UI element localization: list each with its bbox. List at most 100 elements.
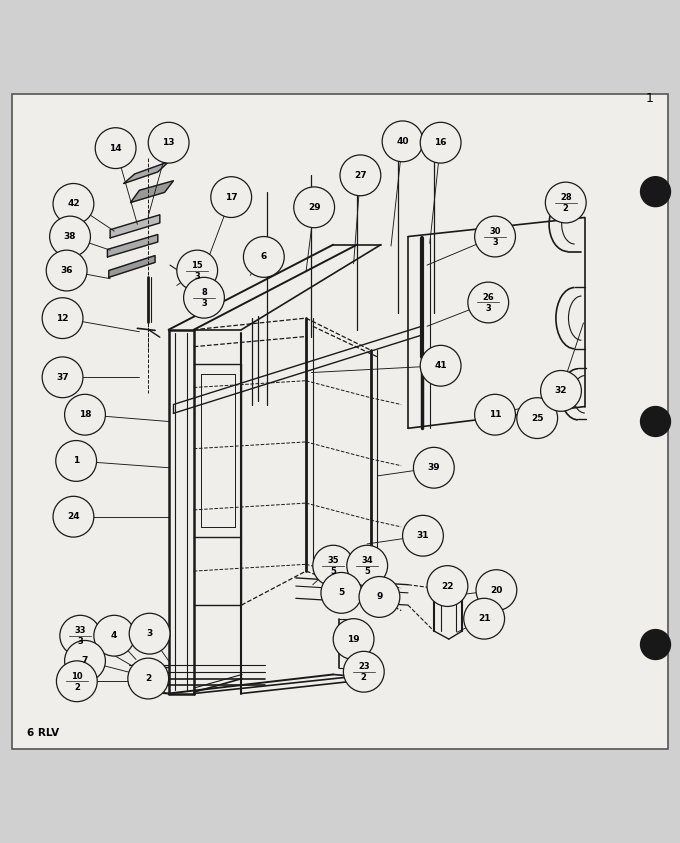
Circle shape <box>545 182 586 223</box>
Circle shape <box>294 187 335 228</box>
Circle shape <box>427 566 468 606</box>
Circle shape <box>65 395 105 435</box>
Text: 37: 37 <box>56 373 69 382</box>
Polygon shape <box>124 162 169 184</box>
Circle shape <box>382 121 423 162</box>
Text: 3: 3 <box>194 272 200 282</box>
Polygon shape <box>131 180 173 202</box>
Circle shape <box>475 395 515 435</box>
Circle shape <box>184 277 224 318</box>
Text: 23: 23 <box>358 663 370 672</box>
Text: 5: 5 <box>338 588 345 598</box>
Circle shape <box>46 250 87 291</box>
Circle shape <box>340 155 381 196</box>
Circle shape <box>343 652 384 692</box>
Text: 9: 9 <box>376 593 383 601</box>
Polygon shape <box>109 255 155 277</box>
Circle shape <box>129 613 170 654</box>
Circle shape <box>177 250 218 291</box>
Text: 32: 32 <box>555 386 567 395</box>
Text: 1: 1 <box>645 92 653 105</box>
Text: 7: 7 <box>82 657 88 665</box>
Circle shape <box>42 357 83 398</box>
Text: 13: 13 <box>163 138 175 148</box>
Circle shape <box>94 615 135 656</box>
Circle shape <box>50 216 90 257</box>
Circle shape <box>128 658 169 699</box>
Text: 20: 20 <box>490 586 503 594</box>
Circle shape <box>641 406 670 437</box>
Circle shape <box>65 641 105 681</box>
Circle shape <box>42 298 83 339</box>
Text: 8: 8 <box>201 288 207 298</box>
Circle shape <box>420 346 461 386</box>
Text: 41: 41 <box>435 362 447 370</box>
Text: 21: 21 <box>478 615 490 623</box>
Text: 40: 40 <box>396 137 409 146</box>
Text: 14: 14 <box>109 143 122 153</box>
Text: 19: 19 <box>347 635 360 643</box>
Text: 2: 2 <box>74 683 80 692</box>
Text: 30: 30 <box>490 228 500 236</box>
Circle shape <box>148 122 189 163</box>
Text: 27: 27 <box>354 171 367 180</box>
Text: 38: 38 <box>64 232 76 241</box>
Circle shape <box>517 398 558 438</box>
Polygon shape <box>110 215 160 238</box>
Text: 36: 36 <box>61 266 73 275</box>
Circle shape <box>476 570 517 610</box>
Text: 28: 28 <box>560 193 572 202</box>
Text: 3: 3 <box>486 304 491 313</box>
Text: 24: 24 <box>67 513 80 521</box>
Text: 22: 22 <box>441 582 454 591</box>
Text: 5: 5 <box>330 567 336 577</box>
Circle shape <box>313 545 354 586</box>
Text: 34: 34 <box>361 556 373 566</box>
Text: 3: 3 <box>146 629 153 638</box>
Circle shape <box>333 619 374 659</box>
Circle shape <box>413 448 454 488</box>
Text: 25: 25 <box>531 414 543 422</box>
Text: 2: 2 <box>563 204 568 213</box>
Circle shape <box>468 282 509 323</box>
Text: 6 RLV: 6 RLV <box>27 728 59 738</box>
Circle shape <box>321 572 362 613</box>
Circle shape <box>541 371 581 411</box>
Text: 4: 4 <box>111 631 118 640</box>
Circle shape <box>475 216 515 257</box>
Text: 39: 39 <box>428 464 440 472</box>
Circle shape <box>211 177 252 217</box>
Text: 6: 6 <box>260 252 267 261</box>
Circle shape <box>347 545 388 586</box>
Text: 3: 3 <box>78 637 83 647</box>
Text: 2: 2 <box>145 674 152 683</box>
Circle shape <box>56 661 97 701</box>
Circle shape <box>641 177 670 207</box>
FancyBboxPatch shape <box>12 94 668 749</box>
Circle shape <box>53 184 94 224</box>
Text: 5: 5 <box>364 567 370 577</box>
Text: 29: 29 <box>308 203 320 212</box>
Text: 42: 42 <box>67 200 80 208</box>
Circle shape <box>60 615 101 656</box>
Text: 12: 12 <box>56 314 69 323</box>
Text: 26: 26 <box>482 293 494 303</box>
Circle shape <box>641 630 670 659</box>
Text: 35: 35 <box>327 556 339 566</box>
Circle shape <box>243 237 284 277</box>
Circle shape <box>420 122 461 163</box>
Circle shape <box>56 441 97 481</box>
Text: 16: 16 <box>435 138 447 148</box>
Text: 3: 3 <box>492 239 498 247</box>
Text: 2: 2 <box>361 674 367 682</box>
Circle shape <box>359 577 400 617</box>
Polygon shape <box>107 234 158 257</box>
Text: 3: 3 <box>201 299 207 309</box>
Text: 31: 31 <box>417 531 429 540</box>
Circle shape <box>403 515 443 556</box>
Text: 18: 18 <box>79 411 91 419</box>
Text: 17: 17 <box>225 192 237 201</box>
Text: 1: 1 <box>73 456 80 465</box>
Circle shape <box>464 599 505 639</box>
Text: 33: 33 <box>75 626 86 636</box>
